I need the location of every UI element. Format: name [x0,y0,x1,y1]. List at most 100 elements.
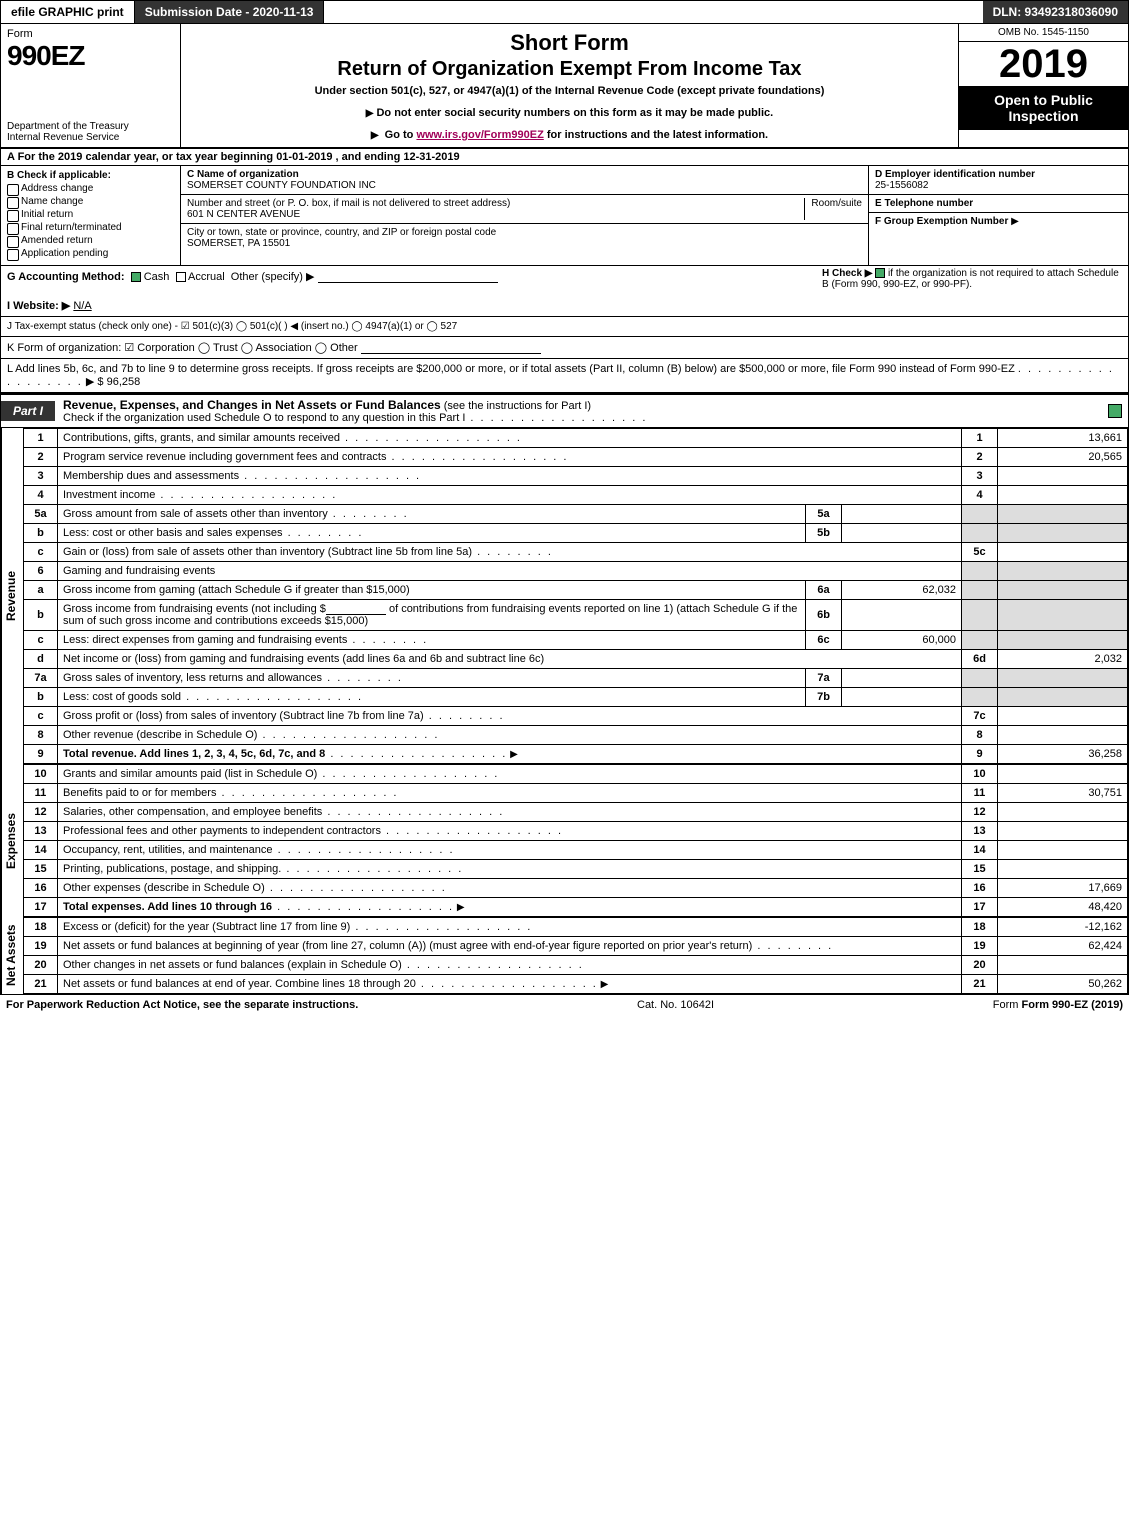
form-number: 990EZ [7,40,174,72]
goto-note: Go to www.irs.gov/Form990EZ for instruct… [189,129,950,141]
result-num: 7c [962,707,998,726]
short-form-title: Short Form [189,30,950,56]
under-section-text: Under section 501(c), 527, or 4947(a)(1)… [189,85,950,97]
grey-cell [962,581,998,600]
line-desc: Less: cost of goods sold [58,688,806,707]
org-city-label: City or town, state or province, country… [187,227,496,238]
result-num: 17 [962,898,998,917]
other-specify-input[interactable] [318,271,498,283]
chk-address-change[interactable]: Address change [7,183,174,194]
net-assets-side-label: Net Assets [1,917,23,994]
line-desc: Gain or (loss) from sale of assets other… [58,543,962,562]
grey-cell [998,524,1128,543]
mid-value [842,600,962,631]
group-exemption-label: F Group Exemption Number [875,216,1008,227]
table-row: cGain or (loss) from sale of assets othe… [24,543,1128,562]
result-num: 10 [962,765,998,784]
line-num: b [24,524,58,543]
chk-name-change[interactable]: Name change [7,196,174,207]
line-l-amount: $ 96,258 [97,376,140,388]
mid-value [842,505,962,524]
line-num: 18 [24,918,58,937]
table-row: 18Excess or (deficit) for the year (Subt… [24,918,1128,937]
line-value [998,860,1128,879]
ssn-warning: Do not enter social security numbers on … [189,107,950,119]
line-value: 30,751 [998,784,1128,803]
chk-initial-return[interactable]: Initial return [7,209,174,220]
line-num: 1 [24,429,58,448]
goto-arrow-icon [371,129,382,141]
line-num: 7a [24,669,58,688]
grey-cell [998,505,1128,524]
line-num: c [24,543,58,562]
table-row: 21Net assets or fund balances at end of … [24,975,1128,994]
table-row: 14Occupancy, rent, utilities, and mainte… [24,841,1128,860]
line-desc: Program service revenue including govern… [58,448,962,467]
revenue-side-label: Revenue [1,428,23,764]
line-num: 11 [24,784,58,803]
line-l: L Add lines 5b, 6c, and 7b to line 9 to … [0,359,1129,393]
mid-num: 7b [806,688,842,707]
org-name-label: C Name of organization [187,169,299,180]
footer-cat-no: Cat. No. 10642I [637,999,714,1011]
line-num: 19 [24,937,58,956]
line-value: 17,669 [998,879,1128,898]
line-value: 62,424 [998,937,1128,956]
table-row: 10Grants and similar amounts paid (list … [24,765,1128,784]
line-value: 2,032 [998,650,1128,669]
part-i-schedule-o-checkbox[interactable] [1108,404,1122,418]
line-desc: Gross amount from sale of assets other t… [58,505,806,524]
chk-schedule-b[interactable] [875,268,885,278]
grey-cell [962,524,998,543]
line-desc: Gross sales of inventory, less returns a… [58,669,806,688]
line-num: 5a [24,505,58,524]
chk-accrual[interactable] [176,272,186,282]
org-other-input[interactable] [361,342,541,354]
table-row: 13Professional fees and other payments t… [24,822,1128,841]
line-num: 8 [24,726,58,745]
result-num: 12 [962,803,998,822]
efile-print-button[interactable]: efile GRAPHIC print [1,1,135,23]
line-num: 15 [24,860,58,879]
website-value: N/A [73,300,91,312]
dln-label: DLN: 93492318036090 [983,1,1128,23]
line-desc: Printing, publications, postage, and shi… [58,860,962,879]
line-num: 4 [24,486,58,505]
table-row: aGross income from gaming (attach Schedu… [24,581,1128,600]
chk-application-pending[interactable]: Application pending [7,248,174,259]
expenses-section: Expenses 10Grants and similar amounts pa… [0,764,1129,917]
other-label: Other (specify) [231,271,303,283]
chk-amended-return[interactable]: Amended return [7,235,174,246]
line-j: J Tax-exempt status (check only one) - ☑… [0,317,1129,337]
table-row: cLess: direct expenses from gaming and f… [24,631,1128,650]
result-num: 9 [962,745,998,764]
line-desc: Total revenue. Add lines 1, 2, 3, 4, 5c,… [58,745,962,764]
grey-cell [998,562,1128,581]
line-desc: Net assets or fund balances at end of ye… [58,975,962,994]
part-i-sub: (see the instructions for Part I) [441,400,591,412]
box-d: D Employer identification number 25-1556… [869,166,1128,195]
line-desc: Net income or (loss) from gaming and fun… [58,650,962,669]
line-num: c [24,631,58,650]
tax-year: 2019 [959,42,1128,86]
line-desc: Salaries, other compensation, and employ… [58,803,962,822]
line-value [998,841,1128,860]
chk-final-return[interactable]: Final return/terminated [7,222,174,233]
table-row: bGross income from fundraising events (n… [24,600,1128,631]
table-row: dNet income or (loss) from gaming and fu… [24,650,1128,669]
ein-value: 25-1556082 [875,180,928,191]
table-row: 8Other revenue (describe in Schedule O)8 [24,726,1128,745]
line-value [998,765,1128,784]
line-num: 6 [24,562,58,581]
grey-cell [962,669,998,688]
table-row: bLess: cost of goods sold7b [24,688,1128,707]
grey-cell [962,688,998,707]
contrib-amount-input[interactable] [326,603,386,615]
irs-link[interactable]: www.irs.gov/Form990EZ [416,129,543,141]
line-desc: Net assets or fund balances at beginning… [58,937,962,956]
line-num: 14 [24,841,58,860]
line-num: 9 [24,745,58,764]
result-num: 19 [962,937,998,956]
chk-cash[interactable] [131,272,141,282]
org-name-row: C Name of organization SOMERSET COUNTY F… [181,166,868,195]
